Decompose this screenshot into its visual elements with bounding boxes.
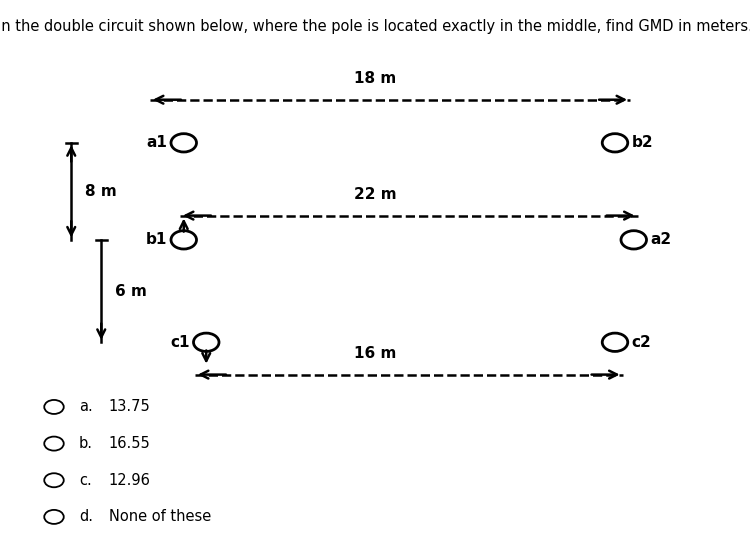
Text: In the double circuit shown below, where the pole is located exactly in the midd: In the double circuit shown below, where… bbox=[0, 19, 750, 34]
Text: 22 m: 22 m bbox=[354, 187, 396, 202]
Text: d.: d. bbox=[79, 509, 93, 524]
Text: 12.96: 12.96 bbox=[109, 473, 151, 488]
Text: 18 m: 18 m bbox=[354, 71, 396, 86]
Text: c.: c. bbox=[79, 473, 92, 488]
Text: a1: a1 bbox=[146, 135, 167, 150]
Text: 16.55: 16.55 bbox=[109, 436, 151, 451]
Text: b.: b. bbox=[79, 436, 93, 451]
Text: c1: c1 bbox=[170, 335, 190, 350]
Text: b1: b1 bbox=[146, 232, 167, 247]
Text: 8 m: 8 m bbox=[85, 184, 116, 199]
Text: 13.75: 13.75 bbox=[109, 399, 151, 414]
Text: 16 m: 16 m bbox=[354, 346, 396, 361]
Text: None of these: None of these bbox=[109, 509, 211, 524]
Text: a.: a. bbox=[79, 399, 92, 414]
Text: b2: b2 bbox=[632, 135, 653, 150]
Text: a2: a2 bbox=[650, 232, 671, 247]
Text: c2: c2 bbox=[632, 335, 651, 350]
Text: 6 m: 6 m bbox=[115, 284, 147, 299]
